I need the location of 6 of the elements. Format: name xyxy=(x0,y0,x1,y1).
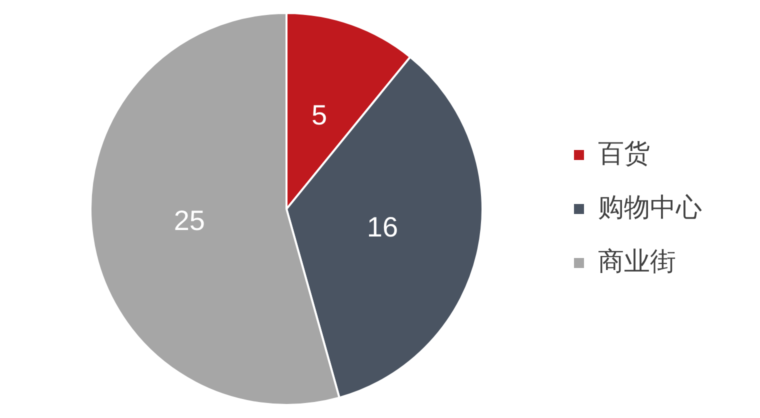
data-label: 5 xyxy=(312,99,328,130)
legend-label: 购物中心 xyxy=(598,192,702,223)
data-label: 25 xyxy=(174,205,205,236)
legend-label: 百货 xyxy=(598,138,650,169)
legend-label: 商业街 xyxy=(598,246,676,277)
data-label: 16 xyxy=(366,212,398,243)
